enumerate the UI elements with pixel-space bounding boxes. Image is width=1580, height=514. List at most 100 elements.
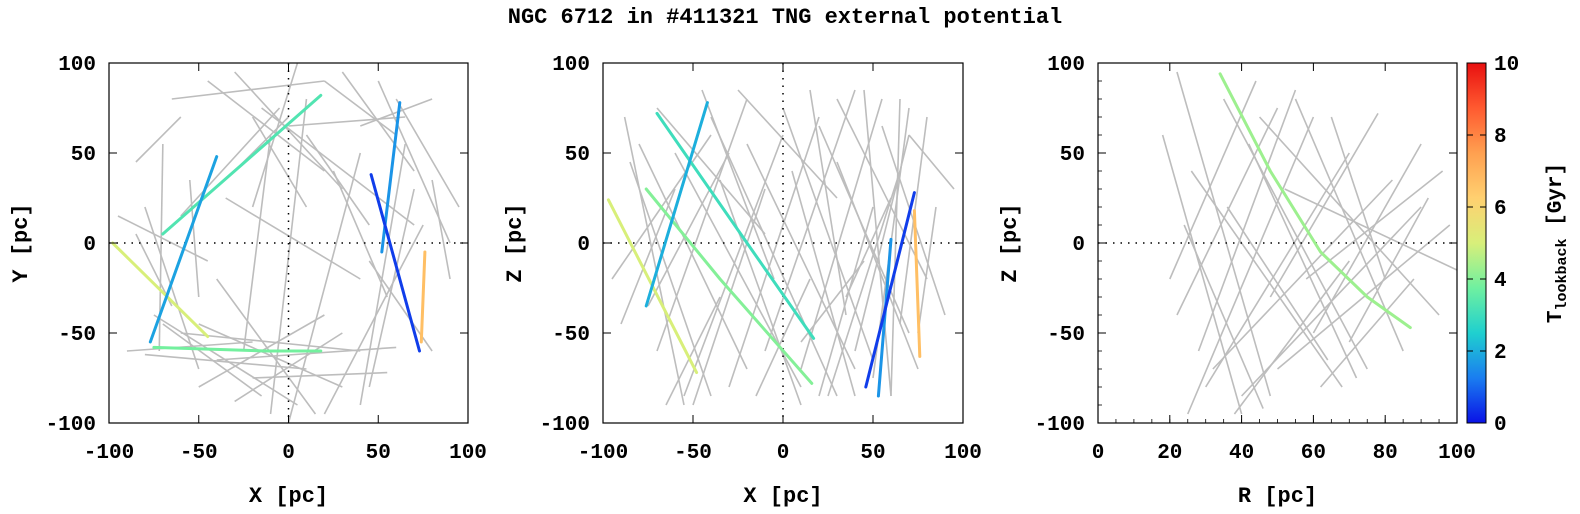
- series-line: [148, 155, 219, 344]
- background-orbit: [710, 116, 838, 397]
- background-orbit: [1248, 143, 1358, 379]
- background-orbit: [1226, 206, 1329, 361]
- x-tick-label: 100: [944, 442, 982, 465]
- x-tick-label: -50: [180, 442, 218, 465]
- background-orbit: [431, 179, 451, 280]
- colorbar-label: Tlookback [Gyr]: [1545, 163, 1571, 323]
- background-orbit: [323, 224, 424, 415]
- colorbar-tick-label: 4: [1494, 270, 1507, 293]
- background-orbit: [359, 143, 406, 406]
- background-orbit: [395, 98, 460, 208]
- x-tick-label: 100: [449, 442, 487, 465]
- background-orbit: [764, 89, 856, 352]
- background-orbit: [360, 98, 433, 127]
- x-tick-label: 0: [777, 442, 790, 465]
- background-orbit: [1187, 116, 1315, 415]
- series-line: [1218, 72, 1412, 330]
- background-orbit: [242, 134, 272, 352]
- series-line: [111, 241, 210, 339]
- y-tick-label: 0: [577, 234, 590, 257]
- series-line: [369, 173, 421, 353]
- x-tick-label: 60: [1301, 442, 1326, 465]
- y-tick-label: -50: [58, 324, 96, 347]
- background-orbit: [126, 341, 253, 352]
- x-tick-label: 100: [1438, 442, 1476, 465]
- background-orbit: [1319, 278, 1415, 388]
- colorbar-tick-label: 8: [1494, 126, 1507, 149]
- background-orbit: [135, 116, 182, 163]
- x-tick-label: 0: [282, 442, 295, 465]
- background-orbit: [1348, 197, 1429, 343]
- x-axis-label: X [pc]: [743, 484, 822, 509]
- x-tick-label: -100: [578, 442, 628, 465]
- background-orbit: [1269, 112, 1379, 298]
- background-orbit: [287, 152, 362, 423]
- colorbar: 0 2 4 6 8 10 Tlookback [Gyr]: [1466, 54, 1571, 437]
- series-line: [876, 237, 893, 398]
- background-orbit: [117, 215, 209, 262]
- background-orbit: [1276, 224, 1451, 370]
- panel-2: -100 -50 0 50 100 -100 -50 0 50 100 X [pc] Z [pc]: [503, 54, 982, 509]
- background-orbit: [144, 353, 307, 370]
- background-orbit: [162, 323, 263, 397]
- background-orbit: [1161, 134, 1243, 415]
- x-tick-label: 0: [1092, 442, 1105, 465]
- colorbar-ticks: 0 2 4 6 8 10: [1467, 54, 1519, 437]
- background-orbit: [719, 179, 802, 406]
- y-tick-label: -100: [540, 414, 590, 437]
- x-tick-label: 80: [1373, 442, 1398, 465]
- y-tick-label: 50: [565, 144, 590, 167]
- x-axis-label: X [pc]: [249, 484, 328, 509]
- plot-area: [603, 63, 963, 423]
- series-line: [655, 111, 816, 340]
- series-line: [864, 191, 916, 389]
- background-orbit: [288, 116, 406, 127]
- background-orbit: [1284, 188, 1457, 271]
- background-orbit: [1176, 71, 1272, 397]
- background-orbit: [1190, 170, 1343, 388]
- background-orbit: [1258, 116, 1440, 316]
- background-orbit: [180, 332, 361, 352]
- y-tick-label: 50: [1060, 144, 1085, 167]
- background-orbit: [845, 197, 892, 298]
- series-line: [644, 101, 709, 308]
- background-orbit: [188, 179, 200, 298]
- background-orbit: [890, 98, 901, 397]
- background-orbit: [818, 206, 874, 397]
- series-line: [644, 187, 814, 385]
- background-orbit: [225, 197, 361, 280]
- y-tick-label: 100: [58, 54, 96, 77]
- background-orbit: [207, 80, 325, 172]
- colorbar-tick-label: 2: [1494, 342, 1507, 365]
- x-tick-label: 50: [366, 442, 391, 465]
- background-orbit: [144, 206, 200, 370]
- background-orbit: [1233, 260, 1350, 415]
- series-line: [912, 209, 922, 358]
- background-orbit: [791, 170, 856, 397]
- y-tick-label: 50: [71, 144, 96, 167]
- background-orbit: [782, 107, 874, 361]
- panel-1: -100 -50 0 50 100 -100 -50 0 50 100 X [pc] Y [pc]: [9, 54, 487, 509]
- background-orbit: [1205, 152, 1350, 388]
- colorbar-label-main: T: [1545, 311, 1568, 324]
- x-tick-label: -100: [84, 442, 134, 465]
- background-orbit: [863, 89, 892, 397]
- background-orbit: [1212, 179, 1393, 370]
- y-tick-label: 0: [1072, 234, 1085, 257]
- y-axis-label: Z [pc]: [998, 203, 1023, 282]
- y-tick-label: -50: [552, 324, 590, 347]
- series-line: [161, 93, 323, 236]
- colorbar-tick-label: 10: [1494, 54, 1519, 77]
- background-orbit: [701, 89, 775, 280]
- series-line: [419, 250, 427, 344]
- background-orbit: [800, 98, 883, 370]
- background-orbit: [1330, 116, 1386, 280]
- colorbar-label-sub: lookback: [1554, 239, 1571, 311]
- background-orbit: [656, 107, 766, 235]
- background-orbit: [836, 161, 919, 370]
- y-tick-label: 100: [1047, 54, 1085, 77]
- x-tick-label: -50: [674, 442, 712, 465]
- x-tick-label: 50: [860, 442, 885, 465]
- background-orbit: [656, 98, 748, 352]
